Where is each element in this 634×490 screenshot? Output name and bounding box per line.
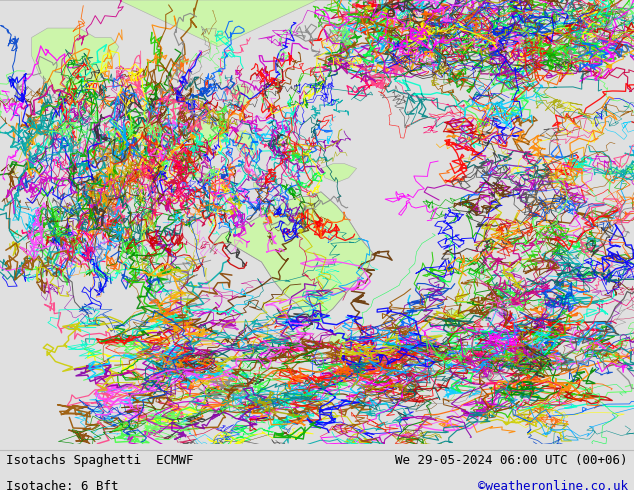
- Polygon shape: [234, 131, 257, 159]
- Polygon shape: [321, 164, 356, 182]
- Polygon shape: [190, 117, 230, 150]
- Polygon shape: [139, 117, 186, 169]
- Polygon shape: [0, 0, 416, 47]
- Polygon shape: [444, 309, 468, 332]
- Polygon shape: [79, 94, 87, 112]
- Text: ©weatheronline.co.uk: ©weatheronline.co.uk: [477, 480, 628, 490]
- Text: We 29-05-2024 06:00 UTC (00+06): We 29-05-2024 06:00 UTC (00+06): [395, 454, 628, 467]
- Polygon shape: [230, 84, 254, 108]
- Text: Isotache: 6 Bft: Isotache: 6 Bft: [6, 480, 119, 490]
- Polygon shape: [329, 327, 349, 346]
- Polygon shape: [32, 28, 119, 103]
- Polygon shape: [420, 342, 448, 356]
- Polygon shape: [254, 182, 266, 187]
- Polygon shape: [210, 192, 373, 318]
- Text: Isotachs Spaghetti  ECMWF: Isotachs Spaghetti ECMWF: [6, 454, 194, 467]
- Polygon shape: [183, 169, 218, 178]
- Polygon shape: [155, 122, 174, 136]
